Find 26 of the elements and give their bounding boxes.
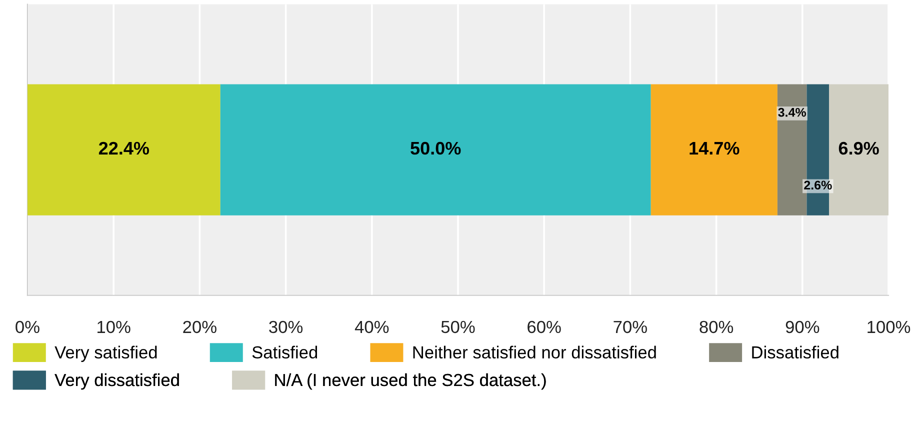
legend-label: Neither satisfied nor dissatisfied bbox=[413, 346, 656, 359]
x-tick-label: 90% bbox=[786, 320, 820, 334]
x-tick-label: 100% bbox=[868, 320, 910, 334]
x-tick-label: 80% bbox=[700, 320, 734, 334]
bar bbox=[650, 84, 778, 216]
x-tick-label: 0% bbox=[16, 320, 40, 334]
x-tick-label: 30% bbox=[269, 320, 303, 334]
data-label: 2.6% bbox=[804, 180, 832, 190]
data-label: 50.0% bbox=[410, 142, 461, 155]
legend-label: Dissatisfied bbox=[752, 346, 838, 359]
x-tick-label: 70% bbox=[614, 320, 647, 334]
x-tick-label: 10% bbox=[98, 320, 130, 334]
legend-label: Very satisfied bbox=[54, 346, 157, 362]
bar bbox=[27, 84, 220, 216]
data-label: 6.9% bbox=[838, 142, 879, 155]
bar bbox=[220, 84, 651, 216]
x-tick-label: 50% bbox=[441, 320, 475, 334]
x-tick-label: 60% bbox=[528, 320, 561, 334]
legend-label: Satisfied bbox=[252, 346, 318, 359]
legend-label: Very dissatisfied bbox=[54, 373, 179, 390]
x-tick-label: 20% bbox=[183, 320, 216, 334]
data-label: 3.4% bbox=[778, 108, 806, 117]
data-label: 22.4% bbox=[98, 142, 150, 155]
legend-label: N/A (I never used the S2S dataset.) bbox=[275, 373, 546, 390]
x-tick-label: 40% bbox=[354, 320, 389, 334]
data-label: 14.7% bbox=[690, 142, 740, 155]
